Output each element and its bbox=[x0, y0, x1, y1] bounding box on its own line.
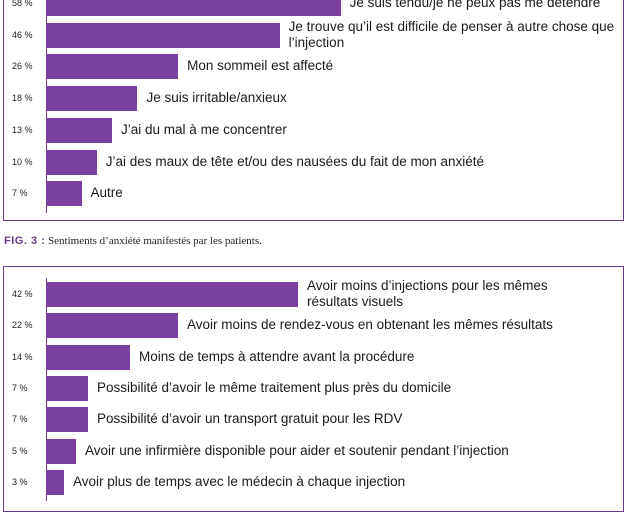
bar bbox=[46, 344, 130, 370]
category-label: Je suis irritable/anxieux bbox=[146, 90, 287, 106]
caption-label: FIG. 3 : bbox=[4, 235, 46, 247]
value-label: 10 % bbox=[12, 156, 33, 167]
bar bbox=[46, 86, 138, 112]
value-label: 5 % bbox=[12, 445, 28, 456]
value-label: 14 % bbox=[12, 351, 33, 362]
category-label: Je trouve qu’il est difficile de penser … bbox=[288, 18, 615, 50]
category-label: Avoir une infirmière disponible pour aid… bbox=[85, 442, 509, 458]
category-label: Avoir plus de temps avec le médecin à ch… bbox=[73, 473, 406, 489]
category-label: Moins de temps à attendre avant la procé… bbox=[139, 348, 415, 364]
bar bbox=[46, 438, 76, 464]
value-label: 46 % bbox=[12, 29, 33, 40]
value-label: 7 % bbox=[12, 382, 28, 393]
value-label: 22 % bbox=[12, 320, 33, 331]
value-label: 13 % bbox=[12, 124, 33, 135]
bar bbox=[46, 375, 88, 401]
value-label: 7 % bbox=[12, 188, 28, 199]
category-label: Autre bbox=[90, 185, 123, 201]
bar bbox=[46, 407, 88, 433]
bar bbox=[46, 181, 82, 207]
figure-caption: FIG. 3 : Sentiments d’anxiété manifestés… bbox=[4, 235, 262, 247]
chart-panel-anxiety: 58 % Je suis tendu/je ne peux pas me déte… bbox=[3, 0, 624, 221]
bar bbox=[46, 282, 298, 307]
value-label: 3 % bbox=[12, 476, 28, 487]
category-label: Avoir moins d’injections pour les mêmes … bbox=[307, 278, 548, 309]
value-label: 7 % bbox=[12, 414, 28, 425]
value-label: 18 % bbox=[12, 93, 33, 104]
bar bbox=[46, 0, 341, 16]
bar bbox=[46, 149, 97, 175]
category-label: Possibilité d’avoir un transport gratuit… bbox=[97, 411, 403, 427]
bar bbox=[46, 117, 113, 143]
chart-panel-preferences: 42 % Avoir moins d’injections pour les mê… bbox=[3, 266, 624, 512]
value-label: 58 % bbox=[12, 0, 33, 8]
value-label: 42 % bbox=[12, 289, 33, 299]
category-label: J’ai du mal à me concentrer bbox=[121, 121, 287, 137]
category-label: Je suis tendu/je ne peux pas me détendre bbox=[349, 0, 601, 10]
category-label: Mon sommeil est affecté bbox=[187, 58, 334, 74]
category-label: Avoir moins de rendez-vous en obtenant l… bbox=[187, 317, 553, 333]
bar bbox=[46, 54, 179, 80]
value-label: 26 % bbox=[12, 61, 33, 72]
bar bbox=[46, 469, 64, 495]
category-label: Possibilité d’avoir le même traitement p… bbox=[97, 379, 452, 395]
caption-text: Sentiments d’anxiété manifestés par les … bbox=[45, 235, 262, 247]
bar bbox=[46, 313, 178, 339]
bar bbox=[46, 22, 280, 48]
category-label: J’ai des maux de tête et/ou des nausées … bbox=[105, 153, 485, 169]
